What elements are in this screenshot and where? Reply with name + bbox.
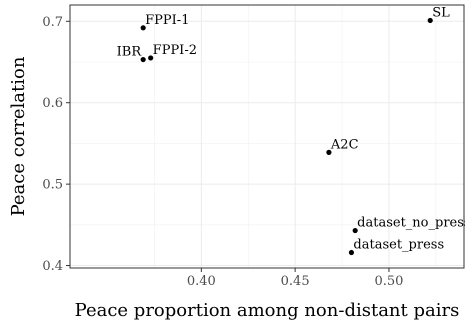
y-tick-label: 0.6 [42, 96, 63, 111]
point-label: FPPI-2 [153, 43, 197, 58]
y-tick-label: 0.7 [42, 15, 63, 30]
y-tick-label: 0.5 [42, 178, 63, 193]
y-tick-label: 0.4 [42, 259, 63, 274]
data-point [427, 17, 433, 24]
x-tick-label: 0.40 [187, 274, 216, 289]
data-point [352, 227, 358, 234]
data-point [326, 149, 332, 155]
point-label: SL [432, 5, 450, 20]
data-point [140, 56, 146, 63]
data-point [348, 249, 355, 256]
point-label: IBR [117, 45, 143, 60]
axis-ticks: 0.40 0.45 0.50 0.4 0.5 0.6 0.7 [42, 15, 403, 289]
data-point [148, 55, 154, 61]
data-point [140, 25, 146, 31]
y-axis-title: Peace correlation [8, 56, 29, 216]
point-label: dataset_press [353, 238, 444, 253]
point-label: FPPI-1 [145, 13, 189, 28]
point-label: A2C [330, 137, 359, 152]
point-label: dataset_no_press [357, 216, 465, 231]
x-axis-title: Peace proportion among non-distant pairs [75, 300, 460, 321]
plot-panel-border [69, 4, 465, 269]
x-tick-label: 0.50 [374, 274, 403, 289]
data-points: FPPI-1 IBR FPPI-2 SL A2C dataset_no_pressdata… [117, 5, 465, 256]
x-tick-label: 0.45 [281, 274, 310, 289]
grid [70, 5, 464, 268]
